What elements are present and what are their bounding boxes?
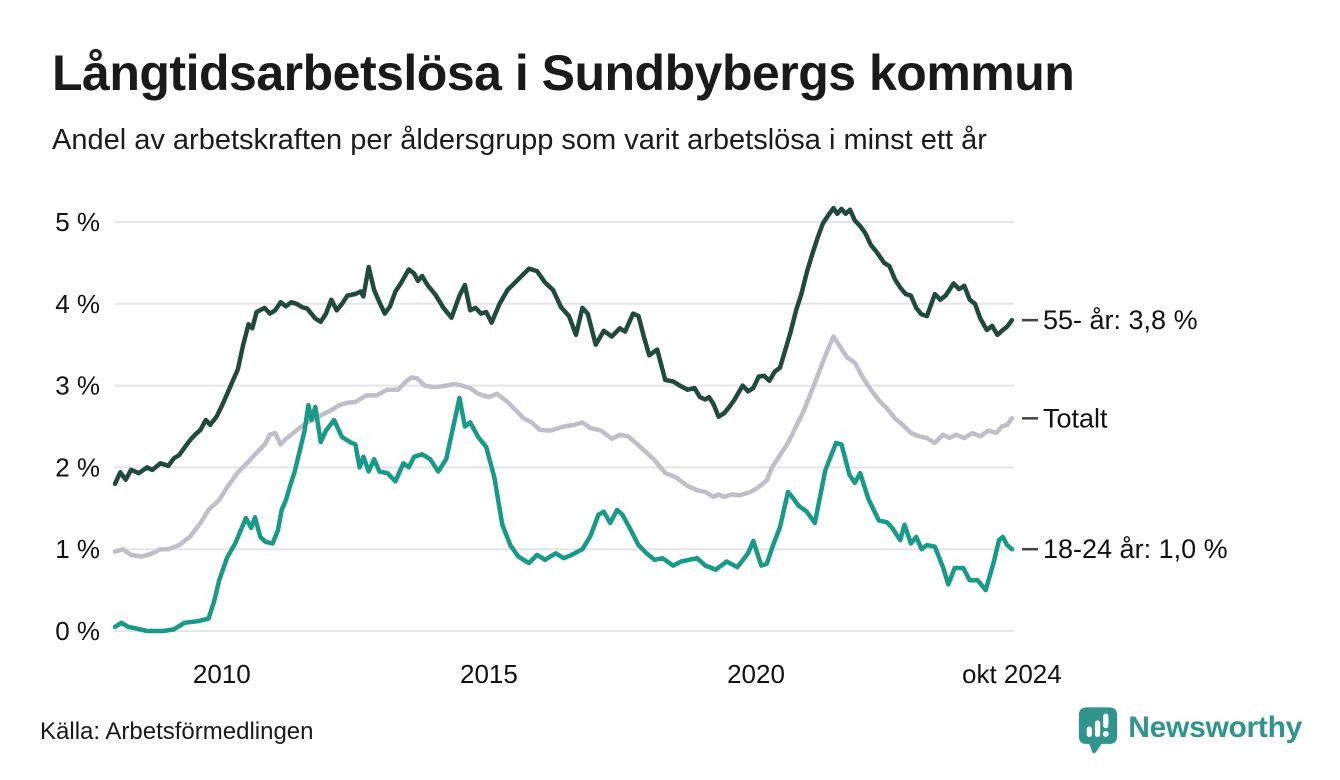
- series-line-55-ar: [112, 205, 1015, 487]
- chart-title: Långtidsarbetslösa i Sundbybergs kommun: [52, 45, 1075, 101]
- y-tick-label: 2 %: [55, 452, 100, 482]
- series-end-label-18-24-ar: 18-24 år: 1,0 %: [1043, 534, 1228, 564]
- x-tick-label: 2015: [460, 659, 518, 689]
- y-tick-label: 0 %: [55, 616, 100, 646]
- newsworthy-icon: [1078, 705, 1118, 760]
- x-tick-label: 2020: [727, 659, 785, 689]
- newsworthy-wordmark: Newsworthy: [1128, 711, 1302, 744]
- source-text: Källa: Arbetsförmedlingen: [40, 718, 314, 745]
- series-line-totalt: [112, 334, 1015, 559]
- y-tick-label: 5 %: [55, 207, 100, 237]
- series-end-label-totalt: Totalt: [1043, 403, 1108, 433]
- x-tick-label: 2010: [193, 659, 251, 689]
- x-tick-label: okt 2024: [962, 659, 1062, 689]
- newsworthy-logo: Newsworthy: [1078, 706, 1302, 758]
- y-tick-label: 1 %: [55, 534, 100, 564]
- y-tick-label: 4 %: [55, 289, 100, 319]
- y-tick-label: 3 %: [55, 371, 100, 401]
- series-line-18-24-ar: [112, 395, 1015, 634]
- chart-subtitle: Andel av arbetskraften per åldersgrupp s…: [52, 124, 987, 156]
- series-end-label-55-ar: 55- år: 3,8 %: [1043, 305, 1198, 335]
